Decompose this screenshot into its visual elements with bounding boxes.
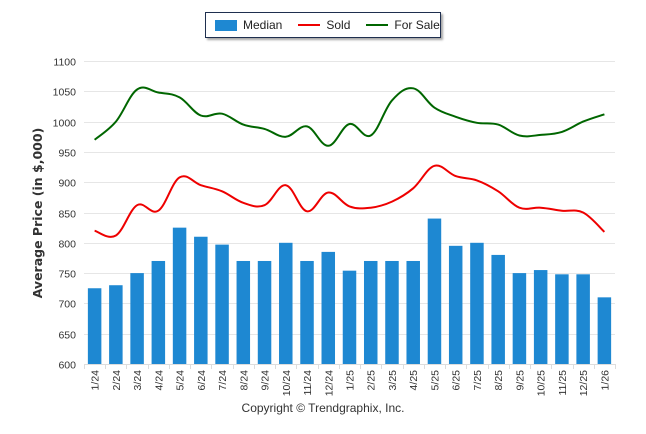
x-tick-label-3-24: 3/24: [132, 370, 144, 391]
x-tick-label-4-24: 4/24: [153, 370, 165, 391]
bar-median-12-25: [576, 274, 590, 364]
bar-median-7-25: [470, 242, 484, 364]
y-axis-label: Average Price (in $,000): [30, 128, 45, 299]
bar-median-8-24: [236, 260, 251, 364]
x-tick-label-7-25: 7/25: [472, 370, 484, 391]
bar-median-11-24: [300, 260, 314, 364]
bar-median-8-25: [491, 254, 505, 364]
x-tick-label-10-25: 10/25: [536, 370, 548, 396]
bar-median-2-24: [109, 285, 123, 364]
bar-median-9-25: [512, 273, 527, 364]
bar-median-1-24: [87, 288, 102, 364]
bar-median-9-24: [257, 260, 272, 364]
y-tick-label-950: 950: [58, 148, 76, 160]
x-tick-label-6-25: 6/25: [451, 370, 463, 391]
x-tick-label-1-24: 1/24: [90, 370, 102, 391]
legend-item-median[interactable]: Median: [215, 18, 282, 32]
x-tick-label-8-24: 8/24: [238, 370, 250, 391]
x-tick-label-12-24: 12/24: [323, 370, 335, 396]
bar-median-10-25: [533, 270, 548, 364]
x-tick-label-1-25: 1/25: [345, 370, 357, 391]
y-tick-label-900: 900: [58, 178, 76, 190]
sold-swatch-icon: [298, 24, 321, 26]
x-tick-label-11-24: 11/24: [302, 370, 314, 396]
y-tick-label-1100: 1100: [53, 57, 76, 69]
bar-median-10-24: [279, 242, 293, 364]
y-tick-label-750: 750: [58, 269, 76, 281]
bar-median-7-24: [215, 244, 229, 364]
bar-median-1-26: [597, 297, 612, 364]
x-tick-label-2-25: 2/25: [366, 370, 378, 391]
y-tick-label-650: 650: [58, 330, 76, 342]
x-tick-label-3-25: 3/25: [387, 370, 399, 391]
x-axis: 1/24 2/24 3/24 4/24 5/24 6/24 7/24 8/24 9/24 10/2…: [84, 364, 616, 396]
bar-median-6-25: [448, 245, 463, 364]
y-tick-label-800: 800: [58, 239, 76, 251]
y-tick-label-700: 700: [58, 299, 76, 311]
y-axis-ticks: 600 650 700 750 800 850 900 950 1000 1050 1100: [53, 57, 77, 372]
x-tick-label-11-25: 11/25: [557, 370, 569, 396]
for-sale-swatch-icon: [366, 24, 389, 26]
x-tick-label-5-25: 5/25: [430, 370, 442, 391]
x-tick-label-2-24: 2/24: [111, 370, 123, 391]
bar-median-11-25: [555, 274, 569, 364]
bar-median-3-24: [130, 273, 144, 364]
bar-median-5-24: [172, 227, 187, 364]
y-tick-label-600: 600: [58, 360, 76, 372]
bar-median-4-24: [151, 260, 166, 364]
legend-item-sold[interactable]: Sold: [298, 18, 350, 32]
bar-median-2-25: [363, 260, 378, 364]
x-tick-label-6-24: 6/24: [196, 370, 208, 391]
x-tick-label-5-24: 5/24: [175, 370, 187, 391]
y-tick-label-850: 850: [58, 209, 76, 221]
x-tick-label-9-25: 9/25: [514, 370, 526, 391]
x-tick-label-1-26: 1/26: [599, 370, 611, 391]
bar-median-4-25: [406, 260, 420, 364]
x-tick-label-10-24: 10/24: [281, 370, 293, 396]
x-tick-label-12-25: 12/25: [578, 370, 590, 396]
gridlines: [84, 61, 615, 365]
median-bars: [87, 218, 612, 364]
y-tick-label-1000: 1000: [53, 118, 77, 130]
bar-median-1-25: [342, 270, 357, 364]
y-tick-label-1050: 1050: [53, 87, 77, 99]
x-tick-label-8-25: 8/25: [493, 370, 505, 391]
copyright-text: Copyright © Trendgraphix, Inc.: [241, 401, 405, 415]
legend-label-for-sale: For Sale: [394, 18, 440, 32]
bar-median-5-25: [427, 218, 442, 364]
line-for-sale: [93, 86, 605, 147]
legend-item-for-sale[interactable]: For Sale: [366, 18, 440, 32]
bar-median-6-24: [194, 236, 208, 364]
bar-median-3-25: [385, 260, 399, 364]
series-lines: [93, 86, 606, 238]
bar-median-12-24: [321, 251, 336, 364]
x-tick-label-7-24: 7/24: [217, 370, 229, 391]
legend-label-sold: Sold: [326, 18, 351, 32]
x-tick-label-9-24: 9/24: [260, 370, 272, 391]
legend: Median Sold For Sale: [205, 12, 441, 38]
line-sold: [94, 164, 606, 238]
median-swatch-icon: [215, 19, 237, 31]
legend-label-median: Median: [243, 18, 283, 32]
x-tick-label-4-25: 4/25: [408, 370, 420, 391]
